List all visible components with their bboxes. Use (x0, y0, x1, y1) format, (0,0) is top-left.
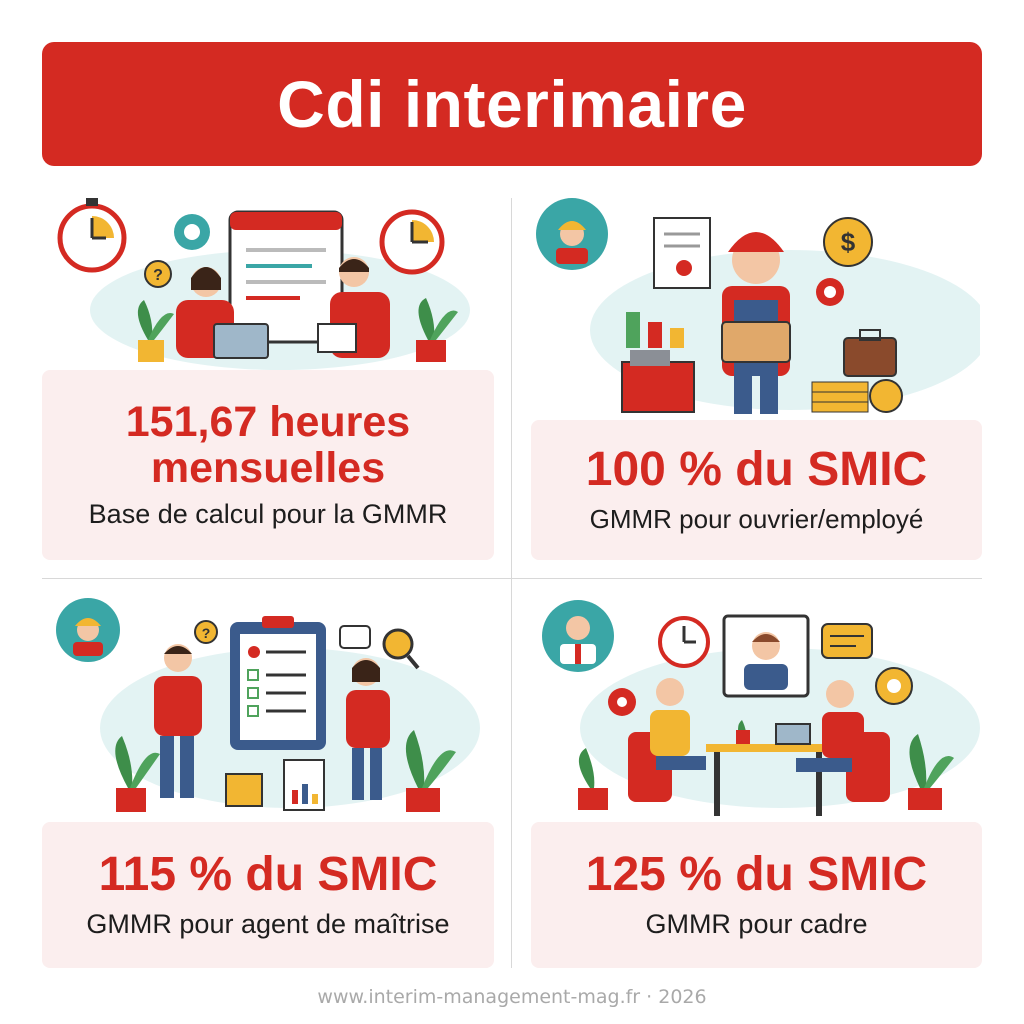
man-figure (317, 257, 390, 358)
title-banner: Cdi interimaire (42, 42, 982, 166)
stopwatch-icon (57, 198, 127, 273)
svg-text:$: $ (841, 227, 856, 257)
laptop-icon (213, 323, 269, 359)
plant-icon (416, 298, 458, 362)
page-title: Cdi interimaire (277, 67, 747, 141)
stat-card-3: 115 % du SMIC GMMR pour agent de maîtris… (42, 822, 494, 968)
stat-value: 125 % du SMIC (585, 848, 928, 902)
chat-bubble-icon (821, 623, 873, 659)
woman-figure (346, 658, 390, 800)
clipboard-checklist-icon (230, 616, 326, 750)
calendar-icon (228, 210, 344, 344)
coin-stack-icon (811, 379, 903, 413)
clock-icon (379, 209, 445, 275)
laptop-icon (775, 723, 811, 745)
magnifier-icon (382, 628, 420, 670)
stat-card-2: 100 % du SMIC GMMR pour ouvrier/employé (531, 420, 982, 560)
question-bubble-icon: ? (194, 620, 218, 644)
video-call-icon (722, 614, 810, 698)
chat-bubble-icon (339, 625, 371, 649)
document-chart-icon (283, 759, 325, 811)
stat-value: 100 % du SMIC (585, 443, 928, 497)
plant-icon (405, 730, 456, 812)
svg-text:?: ? (153, 267, 163, 284)
svg-text:?: ? (202, 625, 211, 641)
plant-icon (137, 300, 174, 362)
gear-icon (875, 667, 913, 705)
worker-helmet-icon (536, 198, 608, 270)
plant-icon (115, 736, 160, 812)
machinery-icon (621, 350, 695, 413)
certificate-icon (653, 217, 711, 289)
gear-icon (174, 214, 210, 250)
manager-icon (542, 600, 614, 672)
stat-description: GMMR pour cadre (645, 908, 868, 939)
question-bubble-icon: ? (144, 260, 172, 288)
panel-4-illustration (530, 598, 980, 820)
stat-description: Base de calcul pour la GMMR (88, 498, 448, 529)
man-figure (154, 644, 202, 798)
stat-value: 151,67 heures mensuelles (125, 398, 411, 492)
plant-icon (578, 748, 608, 810)
stat-card-4: 125 % du SMIC GMMR pour cadre (531, 822, 982, 968)
plant-icon (736, 720, 750, 744)
panel-3-illustration: ? (50, 598, 490, 820)
stat-card-1: 151,67 heures mensuelles Base de calcul … (42, 370, 494, 560)
stat-value: 115 % du SMIC (98, 848, 438, 902)
plant-icon (908, 734, 954, 810)
gear-icon (816, 278, 844, 306)
stat-description: GMMR pour agent de maîtrise (86, 908, 450, 939)
box-icon (225, 773, 263, 807)
clock-icon (658, 616, 710, 668)
footer-url: www.interim-management-mag.fr · 2026 (317, 986, 707, 1008)
dollar-coin-icon: $ (823, 217, 873, 267)
briefcase-icon (843, 329, 897, 377)
gear-icon (608, 688, 636, 716)
worker-helmet-icon (56, 598, 120, 662)
grid-divider-vertical (511, 198, 512, 968)
person-seated-right (796, 680, 890, 802)
panel-2-illustration: $ (530, 190, 980, 418)
bar-chart-icon (626, 312, 684, 348)
panel-1-illustration: ? (50, 190, 490, 370)
stat-description: GMMR pour ouvrier/employé (589, 503, 924, 534)
person-seated-left (628, 678, 706, 802)
grid-divider-horizontal (42, 578, 982, 579)
meeting-table (706, 744, 830, 816)
construction-worker-figure (721, 232, 791, 414)
